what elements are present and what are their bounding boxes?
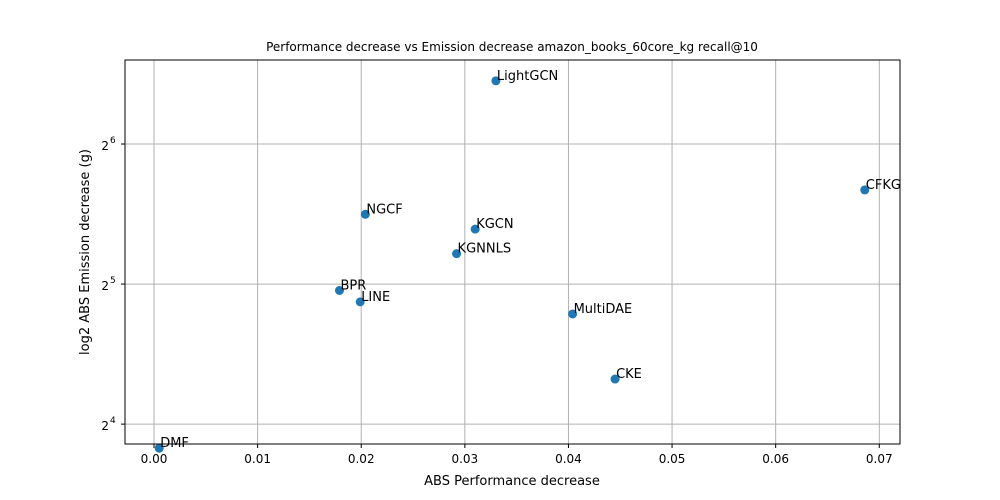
point-label: LINE <box>361 290 390 305</box>
x-tick-label: 0.01 <box>244 452 271 466</box>
point-label: LightGCN <box>497 69 558 84</box>
scatter-point <box>154 443 164 453</box>
y-tick-exponent: 4 <box>110 416 116 426</box>
scatter-point <box>860 185 870 195</box>
y-tick-exponent: 5 <box>110 276 116 286</box>
x-tick-label: 0.04 <box>555 452 582 466</box>
y-axis-label: log2 ABS Emission decrease (g) <box>78 149 93 355</box>
point-label: CFKG <box>866 178 901 193</box>
scatter-point <box>610 374 620 384</box>
y-tick-label: 2 <box>101 279 109 293</box>
point-label: KGNNLS <box>458 242 512 257</box>
x-axis-label: ABS Performance decrease <box>424 474 600 489</box>
x-tick-label: 0.05 <box>659 452 686 466</box>
point-label: MultiDAE <box>574 302 633 317</box>
x-axis-ticks: 0.00 0.01 0.02 0.03 0.04 0.05 0.06 0.07 <box>141 444 893 466</box>
x-tick-label: 0.02 <box>348 452 375 466</box>
point-label: NGCF <box>366 202 402 217</box>
scatter-point <box>355 297 365 307</box>
scatter-point <box>334 285 344 295</box>
plot-frame <box>124 59 901 445</box>
y-tick-label: 2 <box>101 419 109 433</box>
x-tick-label: 0.07 <box>866 452 893 466</box>
point-label: KGCN <box>476 217 513 232</box>
point-label: CKE <box>616 367 642 382</box>
scatter-point <box>491 76 501 86</box>
y-tick-exponent: 6 <box>110 136 116 146</box>
x-tick-label: 0.00 <box>141 452 168 466</box>
grid-lines <box>125 60 900 444</box>
scatter-point <box>452 249 462 259</box>
scatter-point <box>568 309 578 319</box>
data-points <box>154 76 870 453</box>
scatter-point <box>360 209 370 219</box>
scatter-point <box>470 224 480 234</box>
chart-title: Performance decrease vs Emission decreas… <box>266 40 758 54</box>
point-label: BPR <box>340 278 366 293</box>
y-axis-ticks: 2 42 52 6 <box>101 136 125 433</box>
x-tick-label: 0.03 <box>451 452 478 466</box>
y-tick-label: 2 <box>101 139 109 153</box>
x-tick-label: 0.06 <box>762 452 789 466</box>
